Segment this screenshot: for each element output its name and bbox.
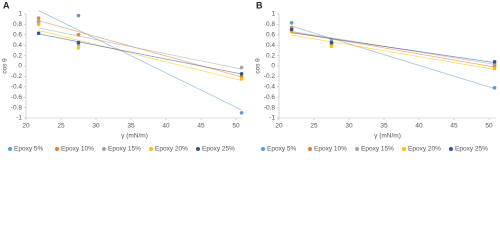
point — [289, 21, 294, 25]
x-tick-label: 35 — [127, 123, 135, 130]
y-tick-label: -0.6 — [11, 94, 23, 101]
y-tick-label: 0 — [271, 63, 275, 70]
y-tick-label: -1 — [269, 115, 275, 122]
legend-marker — [402, 147, 406, 151]
legend-label: Epoxy 25% — [455, 146, 488, 153]
point — [76, 46, 81, 50]
point — [239, 77, 244, 81]
legend-label: Epoxy 10% — [61, 146, 94, 153]
point — [239, 74, 244, 79]
trendline — [38, 27, 242, 70]
x-tick-label: 25 — [57, 123, 65, 130]
y-tick-label: 0.6 — [266, 32, 275, 39]
point — [36, 31, 41, 36]
legend-label: Epoxy 20% — [155, 146, 188, 153]
point — [329, 44, 334, 49]
x-axis-label: γ (mN/m) — [374, 133, 401, 140]
y-tick-label: -1 — [16, 115, 22, 122]
point — [239, 65, 244, 70]
point — [289, 27, 294, 32]
y-axis-label: cos θ — [2, 58, 9, 74]
y-tick-label: -0.4 — [11, 84, 23, 91]
y-tick-label: 1 — [18, 11, 22, 18]
y-tick-label: -0.4 — [264, 84, 276, 91]
x-tick-label: 45 — [197, 123, 205, 130]
legend-label: Epoxy 25% — [202, 146, 235, 153]
legend-label: Epoxy 10% — [314, 146, 347, 153]
legend-marker — [55, 147, 59, 151]
legend-marker — [355, 147, 359, 151]
point — [239, 72, 244, 76]
point — [76, 40, 81, 45]
x-tick-label: 30 — [92, 123, 100, 130]
legend-marker — [449, 147, 453, 151]
legend-label: Epoxy 20% — [408, 146, 441, 153]
x-tick-label: 25 — [310, 123, 318, 130]
y-tick-label: 0.4 — [266, 42, 275, 49]
trendline — [38, 10, 242, 111]
y-tick-label: 0 — [18, 63, 22, 70]
point — [76, 13, 81, 18]
y-axis-label: cos θ — [255, 58, 262, 74]
legend-label: Epoxy 15% — [361, 146, 394, 153]
point — [329, 40, 334, 45]
x-tick-label: 50 — [232, 123, 240, 130]
panel-label: B — [256, 0, 263, 10]
legend-marker — [196, 147, 200, 151]
y-tick-label: -0.2 — [264, 73, 276, 80]
trendline — [291, 34, 495, 70]
point — [492, 66, 497, 71]
legend-marker — [261, 147, 265, 151]
y-tick-label: -0.2 — [11, 73, 23, 80]
legend-marker — [8, 147, 12, 151]
legend-marker — [308, 147, 312, 151]
point — [492, 86, 497, 90]
trendline — [291, 25, 495, 90]
y-tick-label: -0.6 — [264, 94, 276, 101]
trendline — [291, 32, 495, 64]
legend-label: Epoxy 5% — [14, 146, 43, 153]
legend-marker — [149, 147, 153, 151]
x-tick-label: 20 — [275, 123, 283, 130]
point — [492, 60, 497, 64]
trendline — [38, 30, 242, 81]
trendline — [38, 33, 242, 75]
x-tick-label: 35 — [380, 123, 388, 130]
y-tick-label: 0.2 — [13, 52, 22, 59]
legend-label: Epoxy 5% — [267, 146, 296, 153]
legend-marker — [102, 147, 106, 151]
y-tick-label: 1 — [271, 11, 275, 18]
legend-label: Epoxy 15% — [108, 146, 141, 153]
y-tick-label: 0.2 — [266, 52, 275, 59]
point — [36, 22, 41, 27]
x-tick-label: 40 — [162, 123, 170, 130]
x-tick-label: 20 — [22, 123, 30, 130]
x-axis-label: γ (mN/m) — [121, 133, 148, 140]
y-tick-label: -0.8 — [264, 104, 276, 111]
x-tick-label: 50 — [485, 123, 493, 130]
y-tick-label: -0.8 — [11, 104, 23, 111]
y-tick-label: 0.8 — [266, 21, 275, 28]
x-tick-label: 45 — [450, 123, 458, 130]
y-tick-label: 0.6 — [13, 32, 22, 39]
y-tick-label: 0.4 — [13, 42, 22, 49]
panel-label: A — [3, 0, 10, 10]
point — [239, 111, 244, 115]
x-tick-label: 40 — [415, 123, 423, 130]
x-tick-label: 30 — [345, 123, 353, 130]
y-tick-label: 0.8 — [13, 21, 22, 28]
point — [36, 19, 41, 24]
point — [36, 16, 41, 20]
